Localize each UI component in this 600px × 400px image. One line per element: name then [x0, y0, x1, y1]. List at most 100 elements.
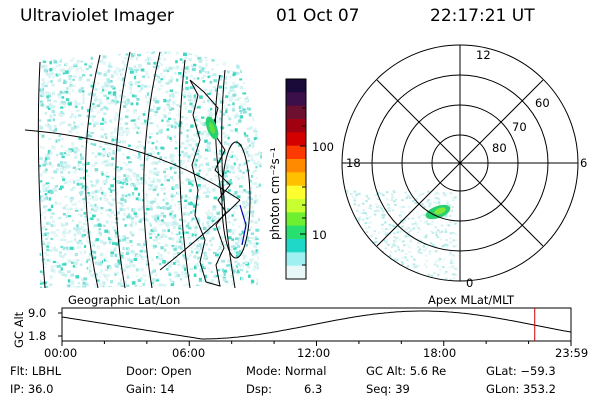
image-pixel [256, 86, 260, 90]
image-pixel [122, 153, 125, 156]
image-pixel [108, 65, 113, 68]
image-pixel [402, 211, 406, 214]
image-pixel [378, 210, 381, 213]
image-pixel [261, 127, 262, 130]
image-pixel [196, 105, 201, 109]
image-pixel [134, 215, 139, 218]
image-pixel [130, 70, 134, 74]
image-pixel [163, 98, 167, 103]
image-pixel [350, 222, 353, 225]
image-pixel [73, 202, 77, 206]
image-pixel [83, 245, 87, 248]
image-pixel [222, 62, 225, 66]
image-pixel [82, 285, 86, 288]
image-pixel [140, 84, 145, 88]
image-pixel [218, 119, 222, 123]
image-pixel [385, 277, 389, 280]
image-pixel [381, 227, 384, 230]
image-pixel [68, 240, 73, 243]
image-pixel [46, 157, 51, 160]
image-pixel [133, 174, 136, 177]
image-pixel [262, 250, 266, 253]
image-pixel [448, 215, 452, 217]
image-pixel [429, 277, 432, 280]
image-pixel [349, 267, 352, 270]
image-pixel [153, 113, 158, 117]
image-pixel [194, 197, 197, 200]
image-pixel [62, 234, 66, 238]
image-pixel [144, 279, 147, 283]
image-pixel [228, 189, 231, 192]
image-pixel [246, 237, 249, 241]
image-pixel [78, 220, 82, 225]
image-pixel [56, 265, 61, 268]
image-pixel [229, 194, 234, 197]
image-pixel [428, 204, 432, 206]
image-pixel [92, 214, 96, 218]
image-pixel [147, 85, 151, 88]
image-pixel [49, 151, 53, 155]
image-pixel [103, 84, 107, 88]
image-pixel [409, 274, 413, 277]
image-pixel [51, 75, 55, 79]
image-pixel [80, 60, 84, 63]
image-pixel [40, 240, 45, 245]
image-pixel [95, 70, 98, 74]
image-pixel [365, 217, 369, 220]
image-pixel [195, 263, 199, 266]
image-pixel [140, 207, 145, 211]
image-pixel [235, 62, 239, 66]
image-pixel [170, 157, 175, 160]
image-pixel [197, 217, 200, 221]
image-pixel [366, 266, 369, 269]
image-pixel [134, 94, 137, 98]
image-pixel [185, 94, 189, 97]
image-pixel [406, 195, 410, 198]
image-pixel [100, 170, 104, 174]
image-pixel [411, 217, 415, 220]
mlt-label-12: 12 [476, 48, 491, 62]
image-pixel [110, 85, 115, 89]
image-pixel [184, 116, 188, 120]
image-pixel [253, 100, 258, 104]
image-pixel [429, 230, 433, 233]
image-pixel [386, 279, 390, 281]
image-pixel [192, 158, 196, 162]
image-pixel [71, 56, 75, 61]
image-pixel [223, 273, 226, 277]
image-pixel [419, 239, 423, 242]
image-pixel [116, 286, 120, 288]
image-pixel [52, 260, 57, 264]
image-pixel [45, 182, 50, 185]
image-pixel [152, 50, 156, 53]
orbit-xtick: 23:59 [555, 346, 589, 360]
image-pixel [360, 251, 364, 254]
image-pixel [347, 208, 351, 210]
image-pixel [242, 201, 246, 205]
image-pixel [157, 152, 160, 155]
image-pixel [185, 81, 189, 85]
image-pixel [204, 191, 208, 194]
image-pixel [381, 213, 384, 216]
image-pixel [143, 217, 147, 221]
image-pixel [67, 212, 70, 215]
image-pixel [188, 232, 192, 237]
image-pixel [247, 288, 250, 290]
image-pixel [88, 197, 91, 201]
image-pixel [165, 81, 168, 85]
status-door: Door: Open [126, 364, 192, 378]
image-pixel [89, 269, 92, 273]
image-pixel [206, 220, 210, 225]
image-pixel [152, 269, 156, 273]
image-pixel [70, 283, 74, 287]
image-pixel [118, 261, 121, 265]
status-flt: Flt: LBHL [10, 364, 62, 378]
image-pixel [370, 257, 373, 259]
image-pixel [225, 95, 229, 99]
image-pixel [396, 258, 399, 261]
image-pixel [74, 100, 77, 103]
image-pixel [56, 260, 59, 265]
image-pixel [256, 200, 259, 204]
image-pixel [66, 246, 69, 250]
